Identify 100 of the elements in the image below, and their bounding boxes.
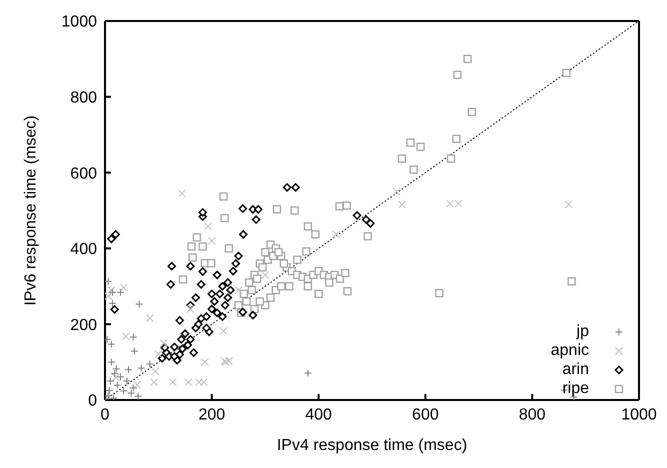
point [110, 305, 119, 314]
point [105, 277, 112, 286]
point [202, 324, 211, 332]
point [116, 288, 124, 296]
x-tick-label: 600 [412, 406, 439, 424]
point [180, 329, 190, 338]
point [170, 342, 179, 352]
point [129, 384, 138, 392]
x-axis-title: IPv4 response time (msec) [276, 437, 468, 454]
point [158, 354, 166, 363]
x-tick-label: 1000 [621, 406, 657, 424]
point [160, 339, 168, 348]
point [135, 300, 144, 308]
point [184, 340, 192, 350]
point [252, 215, 260, 224]
point [238, 204, 248, 213]
point [208, 304, 216, 314]
point [220, 301, 230, 310]
point [398, 200, 406, 208]
point [105, 292, 112, 300]
point [168, 262, 176, 270]
point [166, 280, 175, 289]
y-tick-label: 600 [70, 165, 98, 182]
point [192, 293, 200, 302]
y-tick-label: 200 [70, 316, 98, 334]
point [291, 183, 300, 192]
point [234, 252, 243, 260]
point [254, 205, 263, 214]
point [366, 219, 375, 228]
point [208, 236, 216, 245]
point [202, 312, 211, 321]
point [212, 270, 222, 280]
y-tick-label: 1000 [61, 14, 98, 31]
point [186, 262, 195, 270]
point [137, 364, 146, 372]
y-tick-label: 0 [88, 392, 98, 410]
point [120, 386, 128, 395]
y-tick-label: 800 [70, 89, 98, 106]
point [107, 234, 116, 244]
point [282, 183, 292, 192]
x-tick-label: 400 [305, 406, 332, 424]
point [198, 208, 207, 217]
point [150, 378, 158, 386]
point [112, 373, 120, 382]
point [129, 333, 138, 342]
point [107, 358, 116, 366]
point [362, 215, 370, 224]
point [177, 335, 186, 344]
legend-label: apnic [550, 341, 589, 360]
point [226, 286, 235, 294]
point [224, 278, 232, 287]
point [210, 297, 219, 306]
point [170, 352, 179, 361]
point [105, 386, 114, 395]
point [218, 282, 227, 291]
point [122, 332, 130, 340]
point [154, 350, 162, 358]
point [304, 369, 312, 378]
point [168, 378, 177, 386]
point [133, 380, 142, 389]
point [189, 348, 198, 357]
point [176, 316, 184, 325]
point [127, 389, 136, 398]
x-tick-label: 0 [100, 406, 110, 424]
point [134, 392, 142, 400]
point [208, 290, 216, 298]
point [248, 310, 258, 320]
point [146, 314, 154, 322]
point [212, 308, 222, 318]
point [220, 327, 228, 336]
point [146, 360, 154, 368]
point [184, 378, 192, 386]
point [106, 377, 114, 386]
point [234, 286, 242, 294]
point [124, 366, 132, 374]
point [200, 358, 209, 366]
point [204, 222, 212, 230]
point [111, 230, 120, 239]
point [120, 283, 128, 292]
point [178, 344, 187, 354]
y-axis-title: IPv6 response time (msec) [22, 115, 40, 306]
point [224, 293, 232, 302]
point [218, 312, 227, 321]
point [564, 200, 573, 208]
point [151, 367, 160, 376]
point [332, 230, 340, 238]
point [352, 211, 362, 220]
y-tick-label: 400 [70, 241, 98, 258]
point [130, 347, 138, 356]
point [112, 364, 120, 373]
point [186, 335, 195, 344]
point [228, 266, 238, 276]
point [186, 305, 194, 314]
legend-label: jp [576, 322, 589, 341]
legend-label: arin [562, 360, 589, 379]
point [392, 188, 401, 196]
point [113, 381, 122, 390]
point [232, 259, 240, 268]
point [216, 290, 224, 298]
point [239, 230, 248, 239]
